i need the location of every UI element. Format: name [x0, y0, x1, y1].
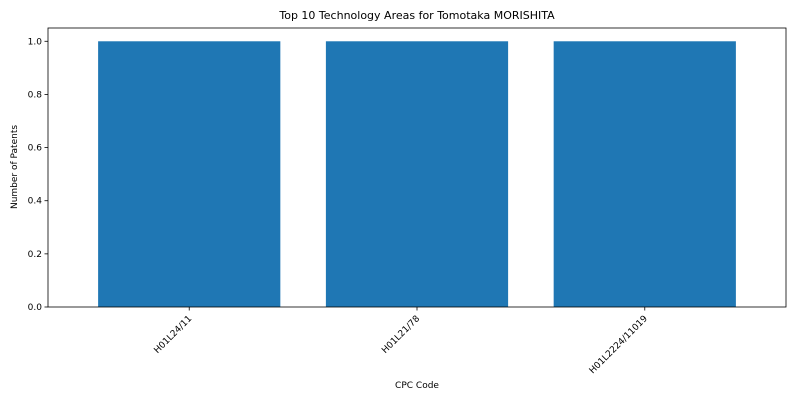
y-tick-label: 0.2 — [28, 250, 42, 260]
x-tick-label: H01L21/78 — [380, 314, 422, 356]
bar-H01L2224/11019 — [554, 41, 736, 307]
x-tick-label: H01L24/11 — [153, 314, 195, 356]
y-axis-label: Number of Patents — [10, 125, 20, 209]
chart-title: Top 10 Technology Areas for Tomotaka MOR… — [278, 9, 555, 22]
bar-H01L24/11 — [98, 41, 280, 307]
bars-group — [98, 41, 736, 307]
y-tick-label: 0.4 — [28, 197, 43, 207]
y-tick-label: 0.8 — [28, 90, 43, 100]
x-tick-label: H01L2224/11019 — [588, 314, 650, 376]
bar-H01L21/78 — [326, 41, 508, 307]
y-tick-label: 1.0 — [28, 37, 43, 47]
y-tick-label: 0.0 — [28, 303, 43, 313]
x-axis-label: CPC Code — [395, 381, 439, 391]
y-tick-label: 0.6 — [28, 144, 43, 154]
y-axis-ticks: 0.0 0.2 0.4 0.6 0.8 1.0 — [28, 37, 48, 313]
x-axis-ticks: H01L24/11 H01L21/78 H01L2224/11019 — [153, 307, 651, 376]
